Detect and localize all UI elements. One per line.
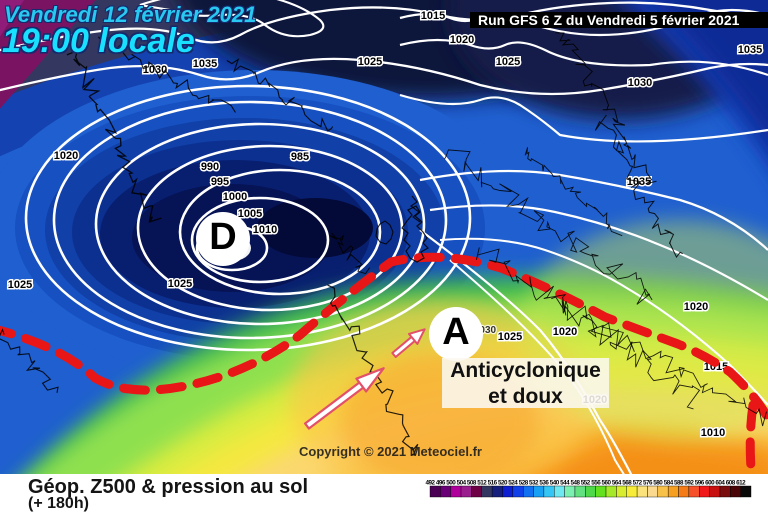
svg-text:540: 540 [550, 480, 560, 487]
svg-text:496: 496 [436, 480, 446, 487]
svg-text:564: 564 [612, 480, 622, 487]
svg-text:532: 532 [529, 480, 539, 487]
svg-text:516: 516 [488, 480, 498, 487]
svg-text:608: 608 [726, 480, 736, 487]
svg-text:584: 584 [664, 480, 674, 487]
svg-text:552: 552 [581, 480, 591, 487]
svg-text:520: 520 [498, 480, 508, 487]
svg-text:600: 600 [705, 480, 715, 487]
svg-text:536: 536 [539, 480, 549, 487]
svg-text:568: 568 [622, 480, 632, 487]
svg-text:524: 524 [508, 480, 518, 487]
svg-text:596: 596 [695, 480, 705, 487]
svg-text:612: 612 [736, 480, 746, 487]
svg-text:588: 588 [674, 480, 684, 487]
svg-text:492: 492 [425, 480, 435, 487]
svg-text:512: 512 [477, 480, 487, 487]
svg-text:560: 560 [601, 480, 611, 487]
svg-text:508: 508 [467, 480, 477, 487]
svg-text:500: 500 [446, 480, 456, 487]
svg-text:548: 548 [570, 480, 580, 487]
svg-text:544: 544 [560, 480, 570, 487]
svg-text:556: 556 [591, 480, 601, 487]
svg-text:592: 592 [684, 480, 694, 487]
svg-text:604: 604 [715, 480, 725, 487]
svg-text:580: 580 [653, 480, 663, 487]
svg-text:576: 576 [643, 480, 653, 487]
svg-text:504: 504 [457, 480, 467, 487]
svg-text:528: 528 [519, 480, 529, 487]
svg-text:572: 572 [633, 480, 643, 487]
